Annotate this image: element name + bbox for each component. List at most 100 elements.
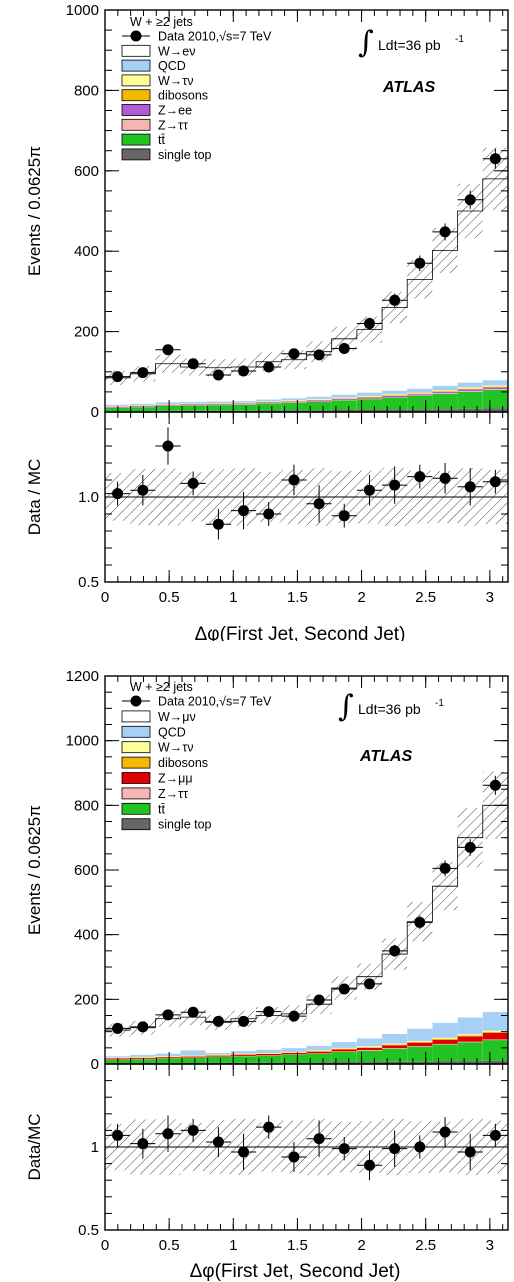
stack-bar xyxy=(306,1045,332,1051)
stack-bar xyxy=(382,409,408,412)
stack-bar xyxy=(457,391,483,392)
y-tick-label: 800 xyxy=(74,797,99,814)
stack-bar xyxy=(331,400,357,410)
stack-bar xyxy=(432,390,458,392)
stack-bar xyxy=(382,390,408,395)
stack-bar xyxy=(155,402,181,404)
stack-bar xyxy=(382,1045,408,1049)
stack-bar xyxy=(356,409,383,412)
stack-bar xyxy=(432,1043,458,1045)
data-point xyxy=(212,369,224,381)
stack-bar xyxy=(457,1042,483,1062)
stack-bar xyxy=(230,1053,257,1055)
legend-label: Z→μμ xyxy=(158,772,193,786)
stack-bar xyxy=(130,1057,156,1059)
stack-bar xyxy=(306,1050,332,1052)
stack-bar xyxy=(382,1048,408,1049)
stack-bar xyxy=(457,408,483,412)
stack-bar xyxy=(382,1044,408,1046)
stack-bar xyxy=(155,1057,181,1059)
x-tick-label: 1 xyxy=(229,1237,237,1254)
y-tick-label: 400 xyxy=(74,927,99,944)
stack-bar xyxy=(331,1042,357,1048)
ratio-y-tick-label: 1.0 xyxy=(78,489,99,506)
data-point xyxy=(238,365,250,377)
ratio-y-tick-label: 1 xyxy=(91,1139,99,1156)
ratio-point xyxy=(263,1121,275,1133)
legend-label: tt̄ xyxy=(158,802,165,816)
ratio-point xyxy=(489,1129,501,1141)
stack-bar xyxy=(356,1047,383,1048)
main-plot-area: 0 200 400 600 800 1000 xyxy=(66,2,509,421)
ratio-point xyxy=(338,1143,350,1155)
stack-bar xyxy=(432,393,458,410)
legend-label: W→τν xyxy=(158,741,194,755)
stack-bar xyxy=(457,1035,483,1037)
stack-bar xyxy=(457,1036,483,1042)
atlas-label: ATLAS xyxy=(382,79,435,96)
legend-label: Z→ττ xyxy=(158,118,188,132)
x-tick-label: 2.5 xyxy=(415,1237,436,1254)
ratio-point xyxy=(338,510,350,522)
y-tick-label: 1000 xyxy=(66,733,99,750)
stack-bar xyxy=(457,1034,483,1036)
stack-bar xyxy=(482,1060,508,1064)
stack-bar xyxy=(306,400,332,402)
stack-bar xyxy=(180,401,206,404)
mc-total-outline xyxy=(104,804,508,1064)
stack-bar xyxy=(281,1048,307,1053)
stack-bar xyxy=(407,1042,433,1047)
x-tick-label: 0.5 xyxy=(159,589,180,606)
ratio-group xyxy=(104,1115,508,1181)
stack-bar xyxy=(256,410,282,412)
stack-bar xyxy=(205,1053,231,1055)
ratio-point xyxy=(162,440,174,452)
integral-sign: ∫ xyxy=(358,25,374,60)
stack-bar xyxy=(382,394,408,396)
stack-bar xyxy=(356,397,383,399)
stack-bar xyxy=(482,386,508,388)
mc-total-bar xyxy=(432,250,458,412)
stack-bar xyxy=(407,1042,433,1043)
stack-bar xyxy=(306,1051,332,1054)
stack-bar xyxy=(382,397,408,410)
stack-bar xyxy=(482,387,508,390)
stack-bar xyxy=(432,1061,458,1064)
ratio-point xyxy=(313,498,325,510)
stack-bar xyxy=(407,409,433,412)
stack-bar xyxy=(230,1051,257,1054)
data-point xyxy=(464,841,476,853)
legend-swatch xyxy=(121,741,151,754)
stack-bar xyxy=(331,1051,357,1053)
stack-bar xyxy=(382,1033,408,1044)
ratio-y-axis-title: Data / MC xyxy=(25,459,44,536)
stack-bar xyxy=(281,398,307,401)
legend-swatch xyxy=(121,710,151,723)
lumi-sup: -1 xyxy=(435,698,444,709)
data-point xyxy=(162,1009,174,1021)
data-point xyxy=(137,367,149,379)
stack-bar xyxy=(356,1047,383,1051)
mc-total-outline xyxy=(104,178,508,412)
stack-bar xyxy=(331,1049,357,1052)
ratio-y-tick-label: 0.5 xyxy=(78,1222,99,1239)
ratio-point xyxy=(464,1146,476,1158)
data-point xyxy=(212,1015,224,1027)
legend-swatch xyxy=(121,133,151,146)
stack-bar xyxy=(432,1038,458,1040)
x-tick-label: 0.5 xyxy=(159,1237,180,1254)
legend-label: single top xyxy=(158,148,212,162)
stack-bar xyxy=(256,399,282,402)
stack-bar xyxy=(407,392,433,394)
stack-bar xyxy=(256,1053,282,1056)
stack-bar xyxy=(432,1044,458,1062)
stack-bar xyxy=(256,1049,282,1054)
stack-bar xyxy=(256,1053,282,1054)
stack-bar xyxy=(432,393,458,394)
stack-bar xyxy=(230,401,257,403)
stack-bar xyxy=(331,409,357,412)
stack-bar xyxy=(482,1031,508,1033)
stack-bar xyxy=(457,1041,483,1043)
